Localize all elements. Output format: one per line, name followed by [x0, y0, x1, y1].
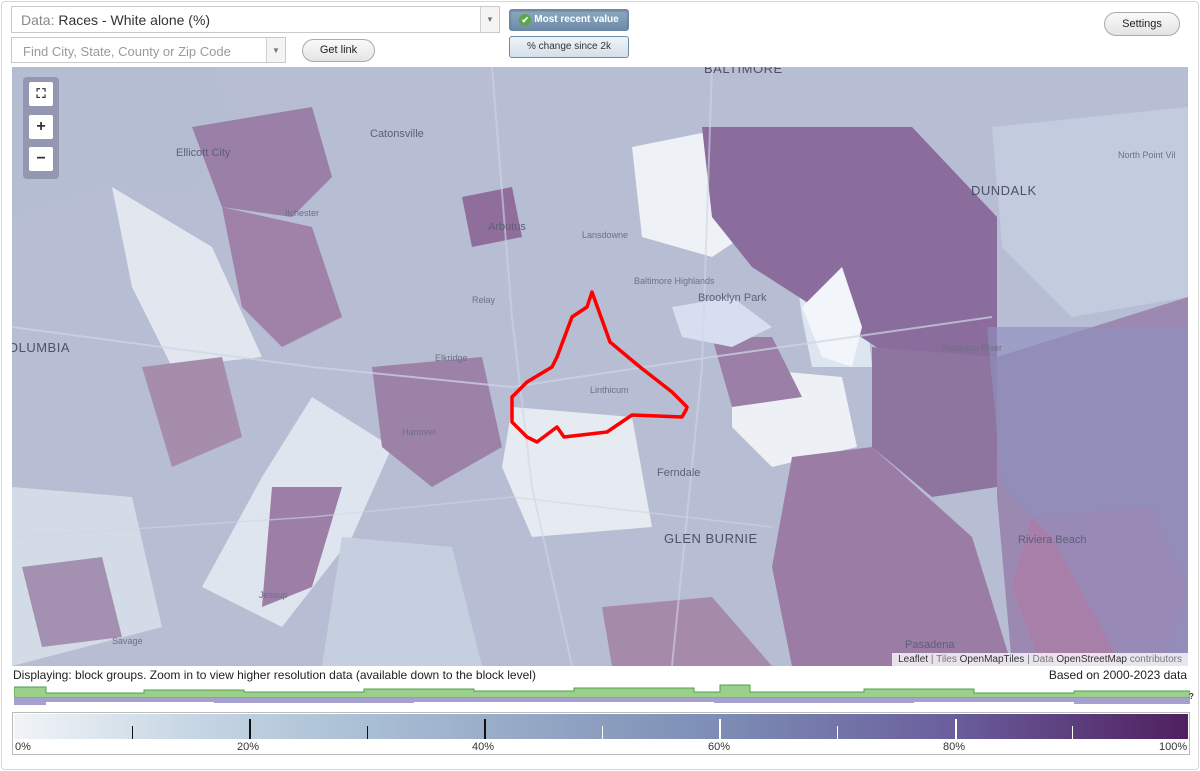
map-label-catonsville: Catonsville — [370, 128, 424, 140]
choropleth-map[interactable]: BALTIMORE Catonsville Ellicott City Nort… — [12, 67, 1188, 666]
legend-label: 100% — [1159, 741, 1188, 753]
map-label-lansdowne: Lansdowne — [582, 230, 629, 240]
chevron-down-icon[interactable]: ▼ — [480, 7, 499, 32]
location-search[interactable]: ▼ — [11, 37, 286, 63]
map-label-ellicott-city: Ellicott City — [176, 147, 231, 159]
map-label-pasadena: Pasadena — [905, 639, 955, 651]
settings-button[interactable]: Settings — [1104, 12, 1180, 36]
attribution-tiles-prefix: Tiles — [936, 654, 957, 665]
based-on-note: Based on 2000-2023 data — [1048, 668, 1187, 682]
attribution-tiles-link[interactable]: OpenMapTiles — [959, 654, 1025, 665]
legend-label: 0% — [15, 741, 31, 753]
map-label-ilchester: Ilchester — [285, 208, 320, 218]
legend-tick — [719, 719, 721, 739]
data-select-value: Races - White alone (%) — [58, 12, 211, 28]
legend-tick — [367, 726, 368, 739]
map-label-glen-burnie: GLEN BURNIE — [664, 531, 758, 546]
toggle-change-button[interactable]: % change since 2k — [509, 36, 629, 58]
map-label-relay: Relay — [472, 295, 496, 305]
legend-tick — [837, 726, 838, 739]
map-label-riviera-beach: Riviera Beach — [1018, 534, 1087, 546]
help-icon[interactable]: ? — [1189, 692, 1194, 701]
map-label-north-point: North Point Vil — [1118, 150, 1176, 160]
legend-tick — [1072, 726, 1073, 739]
attribution-suffix: contributors — [1129, 654, 1182, 665]
map-label-brooklyn-park: Brooklyn Park — [698, 292, 767, 304]
map-label-ferndale: Ferndale — [657, 467, 701, 479]
map-label-linthicum: Linthicum — [590, 385, 629, 395]
fullscreen-icon[interactable]: ⛶ — [29, 82, 53, 106]
legend-tick — [249, 719, 251, 739]
map-layer — [12, 67, 1188, 666]
map-label-baltimore-highlands: Baltimore Highlands — [634, 276, 715, 286]
legend-tick — [955, 719, 957, 739]
attribution-osm-link[interactable]: OpenStreetMap — [1056, 654, 1127, 665]
legend-label: 20% — [237, 741, 260, 753]
attribution-data-prefix: Data — [1032, 654, 1054, 665]
map-label-patapsco-river: Patapsco River — [941, 343, 1003, 353]
legend-label: 40% — [472, 741, 495, 753]
selected-area-outline — [510, 290, 689, 444]
legend-label: 60% — [708, 741, 731, 753]
display-note: Displaying: block groups. Zoom in to vie… — [13, 668, 536, 682]
legend-tick — [132, 726, 133, 739]
map-label-dundalk: DUNDALK — [971, 183, 1037, 198]
legend-tick — [602, 726, 603, 739]
map-label-hanover: Hanover — [402, 427, 437, 437]
color-legend[interactable]: 0% 20% 40% 60% 80% 100% — [12, 712, 1190, 755]
attribution-leaflet-link[interactable]: Leaflet — [898, 654, 929, 665]
data-select-prefix: Data: — [21, 12, 55, 28]
map-attribution: Leaflet | Tiles OpenMapTiles | Data Open… — [892, 653, 1188, 666]
get-link-button[interactable]: Get link — [302, 39, 375, 62]
checkmark-icon: ✔ — [519, 14, 532, 26]
zoom-in-icon[interactable]: + — [29, 115, 53, 139]
toggle-most-recent-button[interactable]: ✔ Most recent value — [509, 9, 629, 31]
legend-label: 80% — [943, 741, 966, 753]
map-label-savage: Savage — [112, 636, 143, 646]
map-label-jessup: Jessup — [259, 590, 288, 600]
data-timeline-histogram[interactable] — [14, 682, 1190, 708]
legend-tick — [484, 719, 486, 739]
chevron-down-icon[interactable]: ▼ — [266, 38, 285, 62]
data-select[interactable]: Data: Races - White alone (%) ▼ — [11, 6, 500, 33]
map-label-arbutus: Arbutus — [488, 221, 526, 233]
map-label-baltimore: BALTIMORE — [704, 67, 783, 76]
search-input[interactable] — [21, 43, 265, 60]
map-label-columbia: OLUMBIA — [12, 340, 71, 355]
zoom-out-icon[interactable]: − — [29, 147, 53, 171]
map-zoom-controls: ⛶ + − — [23, 77, 59, 179]
map-label-elkridge: Elkridge — [435, 353, 468, 363]
legend-gradient — [14, 714, 1188, 739]
toggle-most-recent-label: Most recent value — [534, 14, 619, 25]
